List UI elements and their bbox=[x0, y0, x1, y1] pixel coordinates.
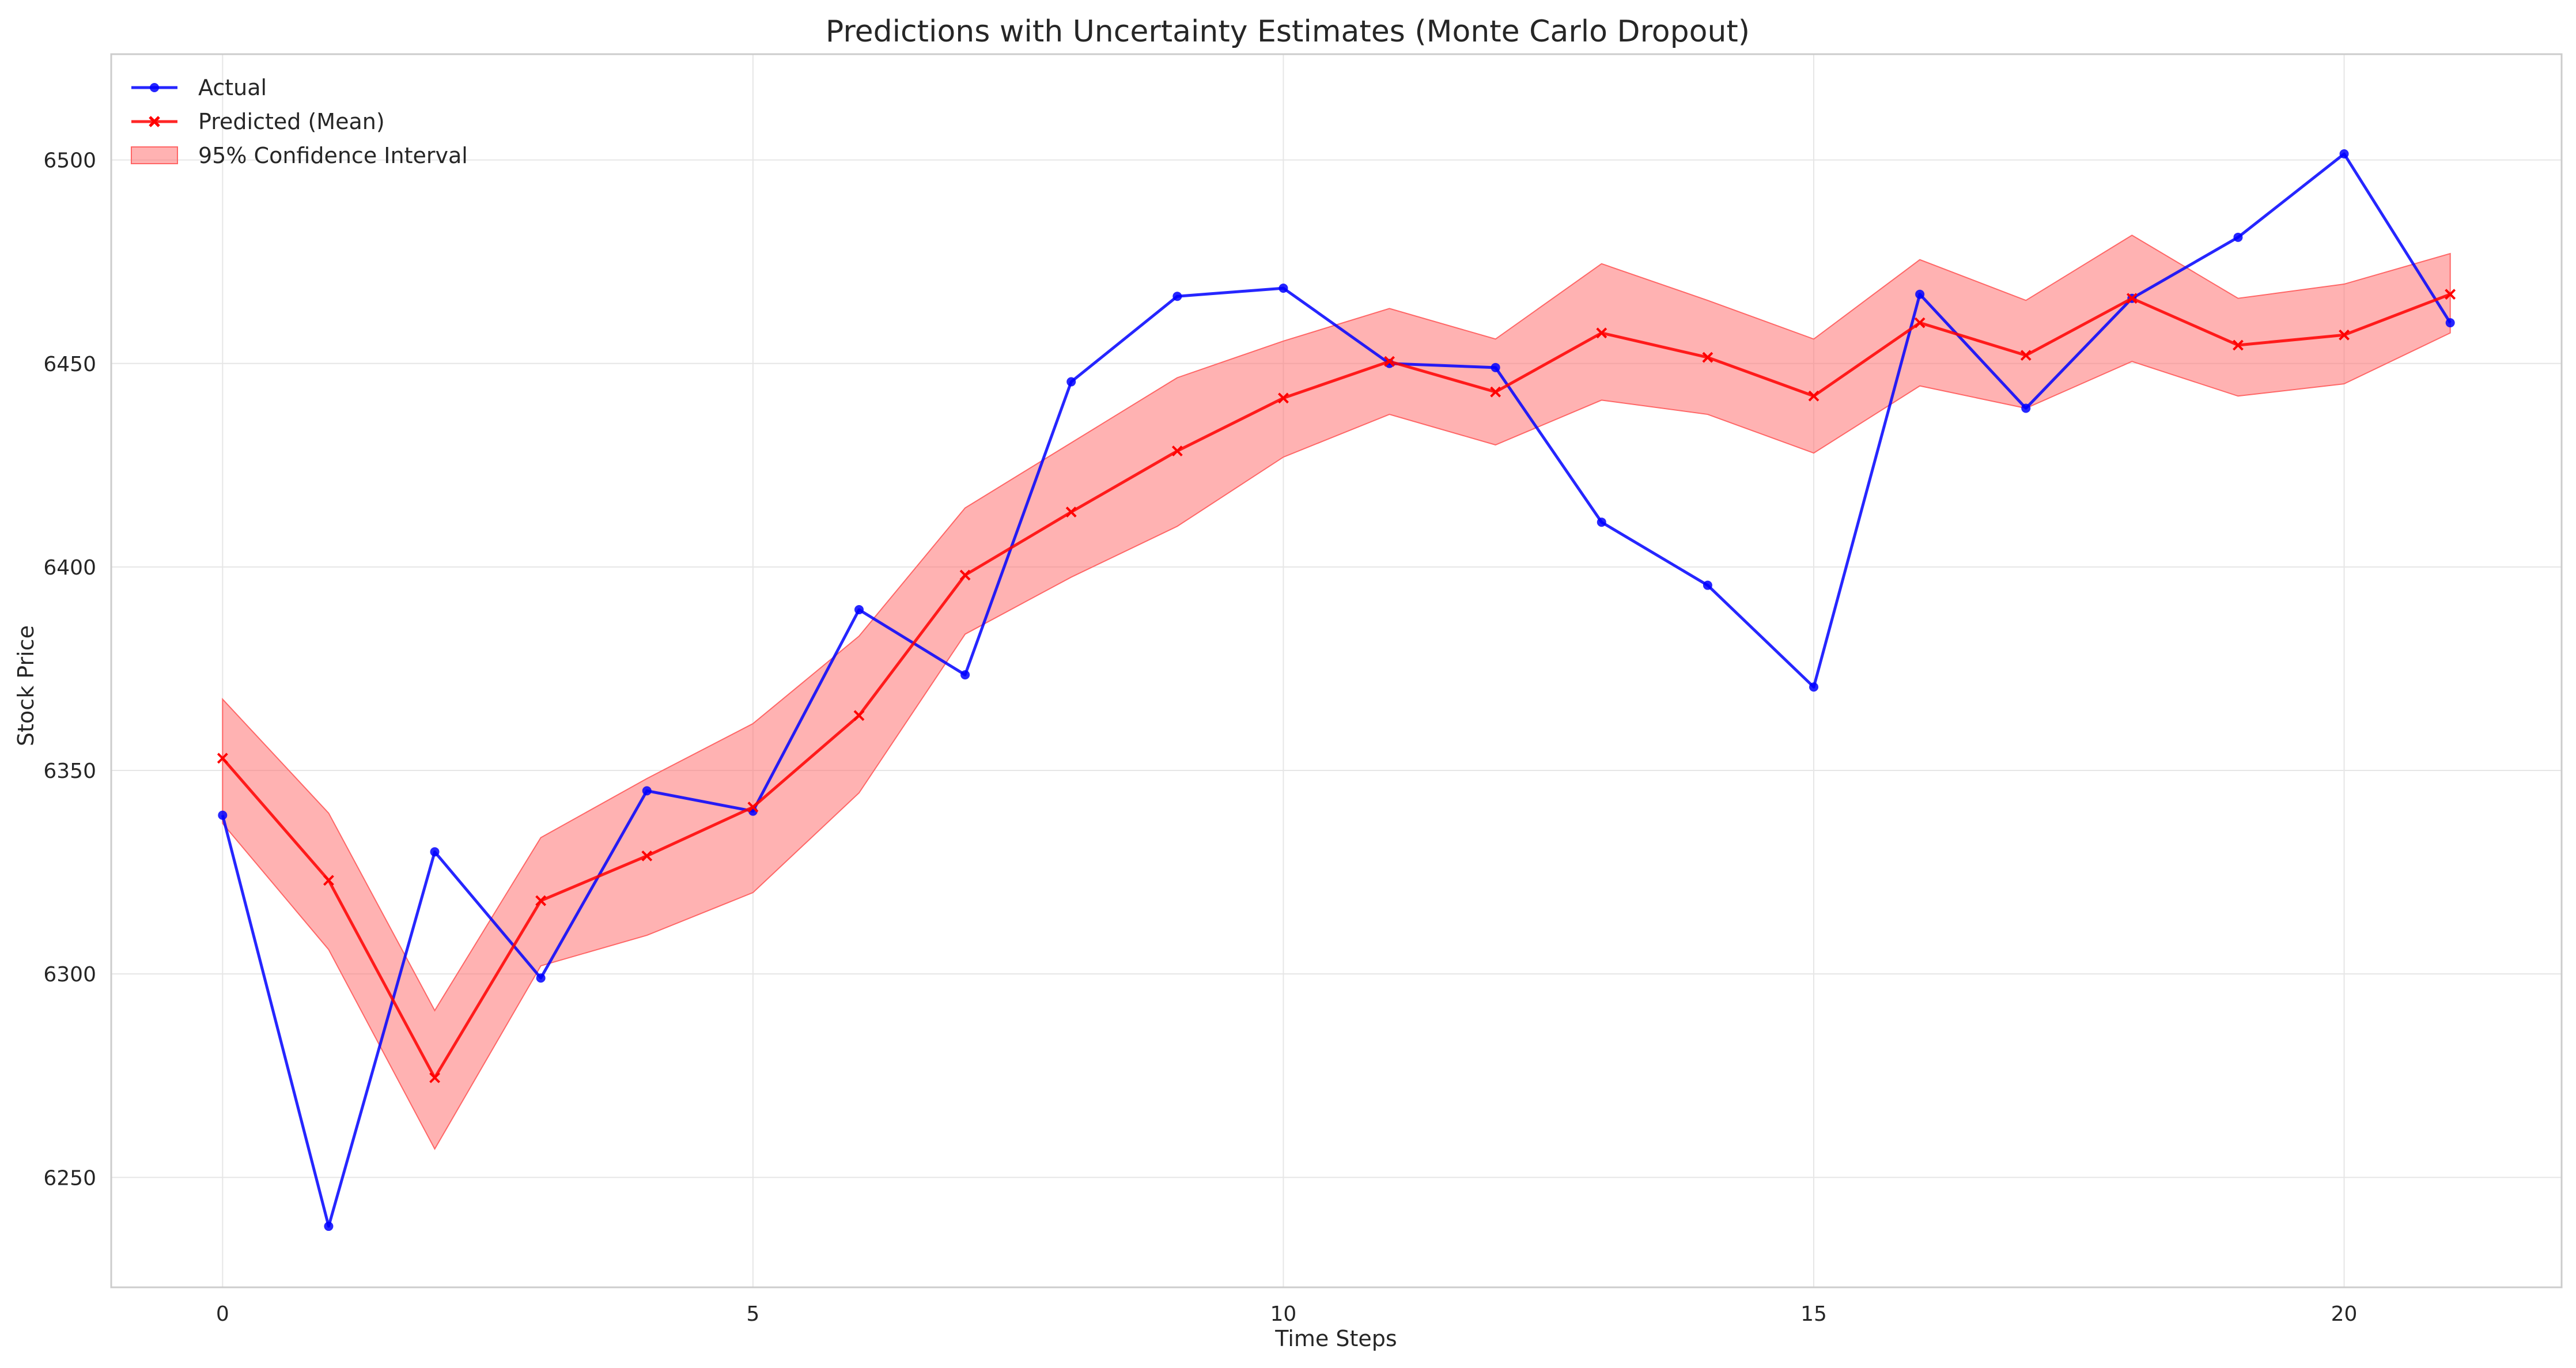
data-point bbox=[1278, 392, 1289, 404]
legend-label-actual: Actual bbox=[198, 75, 267, 100]
y-tick-label: 6300 bbox=[43, 963, 96, 987]
x-tick-label: 10 bbox=[1270, 1302, 1297, 1326]
y-tick-label: 6350 bbox=[43, 759, 96, 783]
data-point bbox=[854, 605, 864, 615]
data-point bbox=[1702, 352, 1713, 363]
data-point bbox=[853, 710, 865, 721]
data-point bbox=[2233, 339, 2244, 351]
data-point bbox=[2445, 289, 2456, 300]
data-point bbox=[1066, 377, 1076, 387]
data-point bbox=[1597, 517, 1606, 527]
plot-frame bbox=[110, 53, 2563, 1288]
data-point bbox=[1065, 507, 1077, 517]
tick-labels: 0 5 10 15 20 6250 6300 6350 6400 6450 6500 bbox=[43, 149, 2357, 1326]
data-point bbox=[1914, 317, 1926, 328]
legend-marker-actual bbox=[150, 83, 159, 92]
data-point bbox=[536, 973, 546, 983]
legend-label-confidence-interval: 95% Confidence Interval bbox=[198, 143, 468, 168]
data-point bbox=[2339, 149, 2349, 159]
chart-title: Predictions with Uncertainty Estimates (… bbox=[826, 14, 1750, 49]
data-point bbox=[642, 786, 652, 796]
y-axis-label: Stock Price bbox=[13, 625, 39, 746]
x-axis-label: Time Steps bbox=[1274, 1326, 1397, 1351]
data-point bbox=[2233, 232, 2243, 242]
data-point bbox=[430, 847, 440, 857]
data-point bbox=[2020, 350, 2032, 361]
data-point bbox=[217, 753, 228, 764]
data-point bbox=[323, 875, 334, 886]
x-tick-label: 15 bbox=[1800, 1302, 1827, 1326]
data-point bbox=[1278, 284, 1288, 293]
data-point bbox=[1808, 390, 1820, 402]
legend-marker-predicted-mean bbox=[149, 116, 160, 127]
data-point bbox=[2126, 293, 2138, 304]
x-tick-label: 20 bbox=[2331, 1302, 2358, 1326]
data-point bbox=[2021, 403, 2031, 413]
data-point bbox=[960, 670, 970, 680]
data-point bbox=[1915, 289, 1925, 299]
x-tick-label: 5 bbox=[746, 1302, 759, 1326]
data-point bbox=[1490, 386, 1501, 398]
series-predicted-mean bbox=[217, 289, 2456, 1083]
legend-label-predicted-mean: Predicted (Mean) bbox=[198, 109, 385, 134]
y-tick-label: 6250 bbox=[43, 1166, 96, 1190]
data-point bbox=[324, 1222, 334, 1231]
legend: Actual Predicted (Mean) 95% Confidence I… bbox=[131, 75, 468, 168]
data-point bbox=[1491, 362, 1500, 372]
data-point bbox=[1384, 356, 1395, 367]
legend-item-predicted-mean: Predicted (Mean) bbox=[131, 109, 385, 134]
data-point bbox=[1171, 445, 1183, 457]
legend-swatch-confidence-interval bbox=[131, 146, 178, 164]
series-layer bbox=[217, 149, 2456, 1231]
data-point bbox=[429, 1072, 440, 1083]
y-tick-label: 6500 bbox=[43, 149, 96, 173]
data-point bbox=[1596, 327, 1607, 339]
y-tick-label: 6450 bbox=[43, 353, 96, 376]
data-point bbox=[535, 895, 547, 906]
data-point bbox=[2445, 318, 2455, 328]
data-point bbox=[2339, 329, 2350, 341]
data-point bbox=[1172, 292, 1182, 301]
data-point bbox=[218, 810, 228, 820]
data-point bbox=[747, 802, 759, 813]
data-point bbox=[1703, 580, 1712, 590]
series-line-predicted-mean bbox=[221, 293, 2451, 1079]
series-line-actual bbox=[221, 152, 2452, 1228]
legend-item-confidence-interval: 95% Confidence Interval bbox=[131, 143, 468, 168]
data-point bbox=[959, 569, 971, 581]
data-point bbox=[1809, 682, 1819, 692]
legend-item-actual: Actual bbox=[131, 75, 267, 100]
data-point bbox=[641, 850, 653, 861]
y-tick-label: 6400 bbox=[43, 556, 96, 580]
x-tick-label: 0 bbox=[216, 1302, 229, 1326]
